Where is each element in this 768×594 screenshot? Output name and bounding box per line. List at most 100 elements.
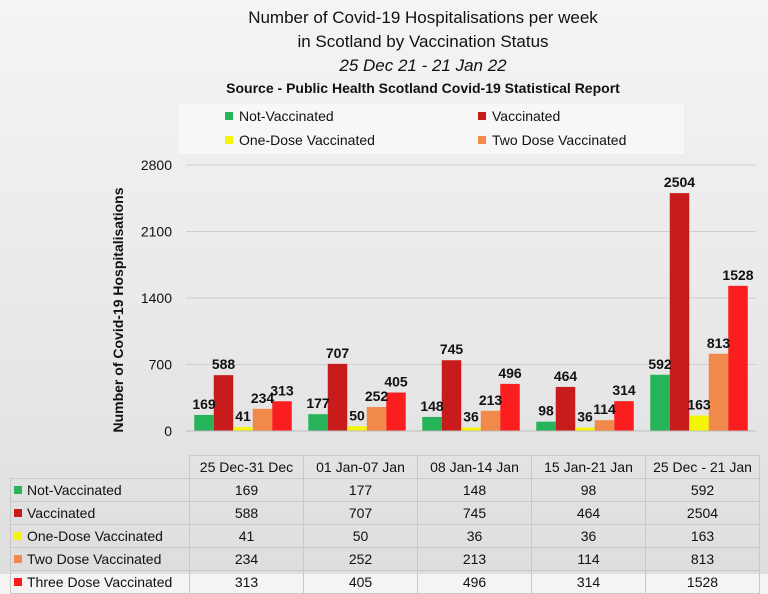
x-tick-label: 08 Jan-14 Jan [417,455,532,479]
bar-three-dose-vaccinated [614,401,634,431]
data-table: 25 Dec-31 Dec 01 Jan-07 Jan 08 Jan-14 Jan 1… [10,455,760,594]
table-row-header: Vaccinated [10,501,190,525]
legend-label-vaccinated: Vaccinated [492,108,561,124]
data-label: 588 [212,356,236,372]
legend-label-one-dose: One-Dose Vaccinated [239,132,375,148]
series-name: Not-Vaccinated [27,482,122,498]
x-tick-label: 25 Dec - 21 Jan [645,455,760,479]
y-tick-label: 2100 [141,224,172,240]
bar-two-dose-vaccinated [480,410,501,431]
legend-item-one-dose: One-Dose Vaccinated [225,132,375,148]
table-header-row: 25 Dec-31 Dec 01 Jan-07 Jan 08 Jan-14 Jan 1… [11,455,760,479]
table-cell: 2504 [645,501,760,525]
series-name: One-Dose Vaccinated [27,528,163,544]
data-label: 313 [270,382,294,398]
table-cell: 177 [303,478,418,502]
data-label: 707 [326,345,350,361]
y-tick-label: 0 [164,423,172,439]
table-cell: 148 [417,478,532,502]
bar-not-vaccinated [308,414,328,431]
table-cell: 252 [303,547,418,571]
legend-swatch-vaccinated [478,112,486,120]
series-swatch [14,509,22,518]
bar-one-dose-vaccinated [347,426,367,431]
data-label: 177 [306,395,330,411]
series-swatch [14,532,22,541]
chart-subtitle: 25 Dec 21 - 21 Jan 22 [339,56,507,75]
data-label: 252 [365,388,389,404]
bar-vaccinated [441,360,462,431]
bar-not-vaccinated [422,416,442,431]
bar-three-dose-vaccinated [272,401,292,431]
bar-two-dose-vaccinated [252,408,273,431]
data-label: 314 [612,382,636,398]
bar-one-dose-vaccinated [689,415,709,431]
table-cell: 813 [645,547,760,571]
data-label: 36 [577,409,593,425]
data-label: 464 [554,368,578,384]
series-name: Vaccinated [27,505,96,521]
table-row-header: Not-Vaccinated [10,478,190,502]
series-name: Three Dose Vaccinated [27,574,173,590]
table-cell: 50 [303,524,418,548]
bar-not-vaccinated [536,421,556,431]
bar-chart: 0 700 1400 2100 2800 Number of Covid-19 Hospi… [110,157,756,439]
x-tick-label: 15 Jan-21 Jan [531,455,646,479]
table-cell: 588 [189,501,304,525]
bar-vaccinated [213,375,234,431]
table-cell: 169 [189,478,304,502]
table-cell: 163 [645,524,760,548]
table-cell: 213 [417,547,532,571]
bar-vaccinated [327,363,348,431]
table-row-header: Two Dose Vaccinated [10,547,190,571]
data-label: 36 [463,409,479,425]
chart-title-line2: in Scotland by Vaccination Status [297,32,549,51]
data-label: 745 [440,341,464,357]
table-cell: 114 [531,547,646,571]
bar-one-dose-vaccinated [233,427,253,431]
x-tick-label: 25 Dec-31 Dec [189,455,304,479]
data-label: 114 [593,401,616,417]
table-cell: 98 [531,478,646,502]
bar-two-dose-vaccinated [366,407,387,431]
data-label: 169 [192,396,216,412]
table-cell: 41 [189,524,304,548]
table-cell: 36 [531,524,646,548]
bar-one-dose-vaccinated [575,427,595,431]
legend: Not-Vaccinated Vaccinated One-Dose Vacci… [178,104,684,154]
chart-title-line1: Number of Covid-19 Hospitalisations per … [248,8,598,27]
bar-two-dose-vaccinated [594,420,615,431]
legend-item-two-dose: Two Dose Vaccinated [478,132,626,148]
series-swatch [14,555,22,564]
legend-item-not-vaccinated: Not-Vaccinated [225,108,334,124]
bar-two-dose-vaccinated [708,353,729,431]
legend-label-two-dose: Two Dose Vaccinated [492,132,627,148]
y-tick-label: 700 [149,357,173,373]
table-corner [11,456,190,479]
legend-label-not-vaccinated: Not-Vaccinated [239,108,334,124]
table-cell: 745 [417,501,532,525]
table-row: Not-Vaccinated 169 177 148 98 592 [10,478,760,502]
data-label: 213 [479,392,503,408]
data-label: 1528 [722,267,753,283]
data-label: 813 [707,335,731,351]
legend-swatch-two-dose [478,136,486,144]
bar-vaccinated [555,386,576,431]
table-cell: 234 [189,547,304,571]
series-name: Two Dose Vaccinated [27,551,162,567]
y-axis-label: Number of Covid-19 Hospitalisations [110,187,126,432]
data-label: 148 [420,398,444,414]
legend-swatch-not-vaccinated [225,112,233,120]
data-label: 496 [498,365,522,381]
table-row: One-Dose Vaccinated 41 50 36 36 163 [10,524,760,548]
data-label: 234 [251,390,275,406]
table-row: Vaccinated 588 707 745 464 2504 [10,501,760,525]
bar-three-dose-vaccinated [500,383,520,431]
data-label: 2504 [664,174,695,190]
chart-source: Source - Public Health Scotland Covid-19… [226,80,620,96]
legend-swatch-one-dose [225,136,233,144]
data-label: 50 [349,407,365,423]
data-label: 41 [235,408,251,424]
series-swatch [14,486,22,495]
y-tick-label: 2800 [141,157,172,173]
